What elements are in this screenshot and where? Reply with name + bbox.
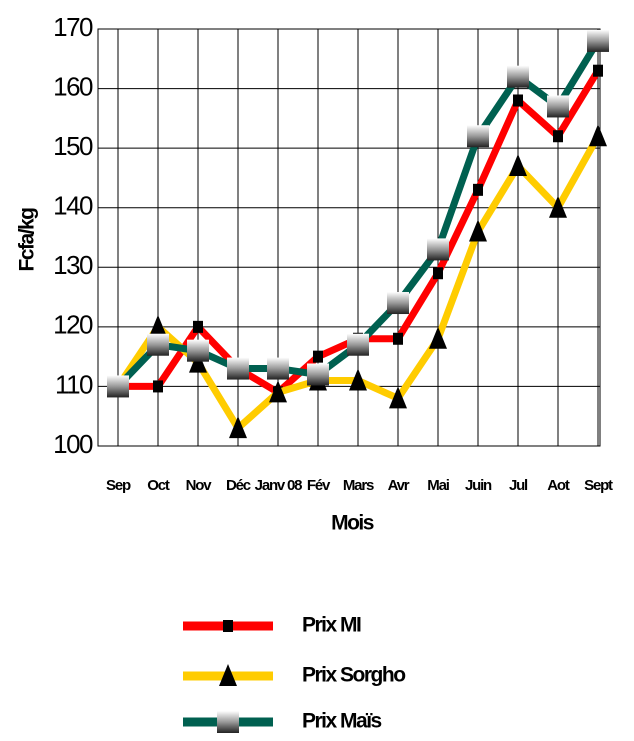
marker <box>307 363 329 386</box>
marker <box>149 314 167 337</box>
x-tick-label: Juin <box>465 477 492 494</box>
legend-label: Prix Maïs <box>302 710 382 733</box>
marker <box>229 416 247 439</box>
y-tick-label: 130 <box>53 250 93 280</box>
marker <box>147 333 169 356</box>
marker <box>469 219 487 242</box>
x-tick-label: Avr <box>388 477 410 494</box>
y-tick-label: 110 <box>55 369 93 399</box>
marker <box>193 320 203 333</box>
y-tick-label: 100 <box>53 429 93 459</box>
legend-label: Prix MI <box>302 614 361 637</box>
marker <box>187 339 209 362</box>
marker <box>513 94 523 107</box>
y-tick-label: 120 <box>53 310 93 340</box>
y-tick-label: 160 <box>53 71 93 101</box>
y-tick-label: 150 <box>53 131 93 161</box>
y-tick-label: 140 <box>53 191 93 221</box>
marker <box>153 380 163 393</box>
legend-label: Prix Sorgho <box>302 664 405 687</box>
marker <box>507 65 529 88</box>
marker <box>227 357 249 380</box>
marker <box>509 154 527 177</box>
marker <box>389 386 407 409</box>
marker <box>547 95 569 118</box>
y-tick-label: 170 <box>53 12 93 42</box>
marker <box>473 183 483 196</box>
x-tick-label: Janv 08 <box>255 477 302 494</box>
legend-marker <box>219 664 237 686</box>
plot-frame <box>97 28 601 447</box>
marker <box>349 368 367 391</box>
x-tick-label: Mai <box>427 477 449 494</box>
legend-marker <box>217 711 239 733</box>
x-tick-label: Déc <box>226 477 251 494</box>
marker <box>347 333 369 356</box>
legend-marker <box>223 620 233 632</box>
marker <box>427 238 449 261</box>
marker <box>107 375 129 398</box>
x-tick-label: Nov <box>186 477 213 494</box>
marker <box>467 125 489 148</box>
marker <box>589 124 607 147</box>
x-tick-label: Oct <box>147 477 170 494</box>
marker <box>553 130 563 143</box>
y-axis-label: Fcfa/kg <box>16 208 39 272</box>
marker <box>393 332 403 345</box>
x-tick-label: Mars <box>343 477 374 494</box>
marker <box>313 350 323 363</box>
marker <box>549 195 567 218</box>
x-tick-label: Jul <box>509 477 528 494</box>
marker <box>587 29 609 52</box>
x-axis-label: Mois <box>331 512 374 535</box>
marker <box>593 64 603 77</box>
marker <box>429 326 447 349</box>
marker <box>267 357 289 380</box>
x-tick-label: Aot <box>547 477 570 494</box>
marker <box>387 292 409 315</box>
x-tick-label: Sept <box>584 477 613 494</box>
marker <box>433 267 443 280</box>
x-tick-label: Fév <box>307 477 331 494</box>
marker <box>269 380 287 403</box>
x-tick-label: Sep <box>106 477 131 494</box>
